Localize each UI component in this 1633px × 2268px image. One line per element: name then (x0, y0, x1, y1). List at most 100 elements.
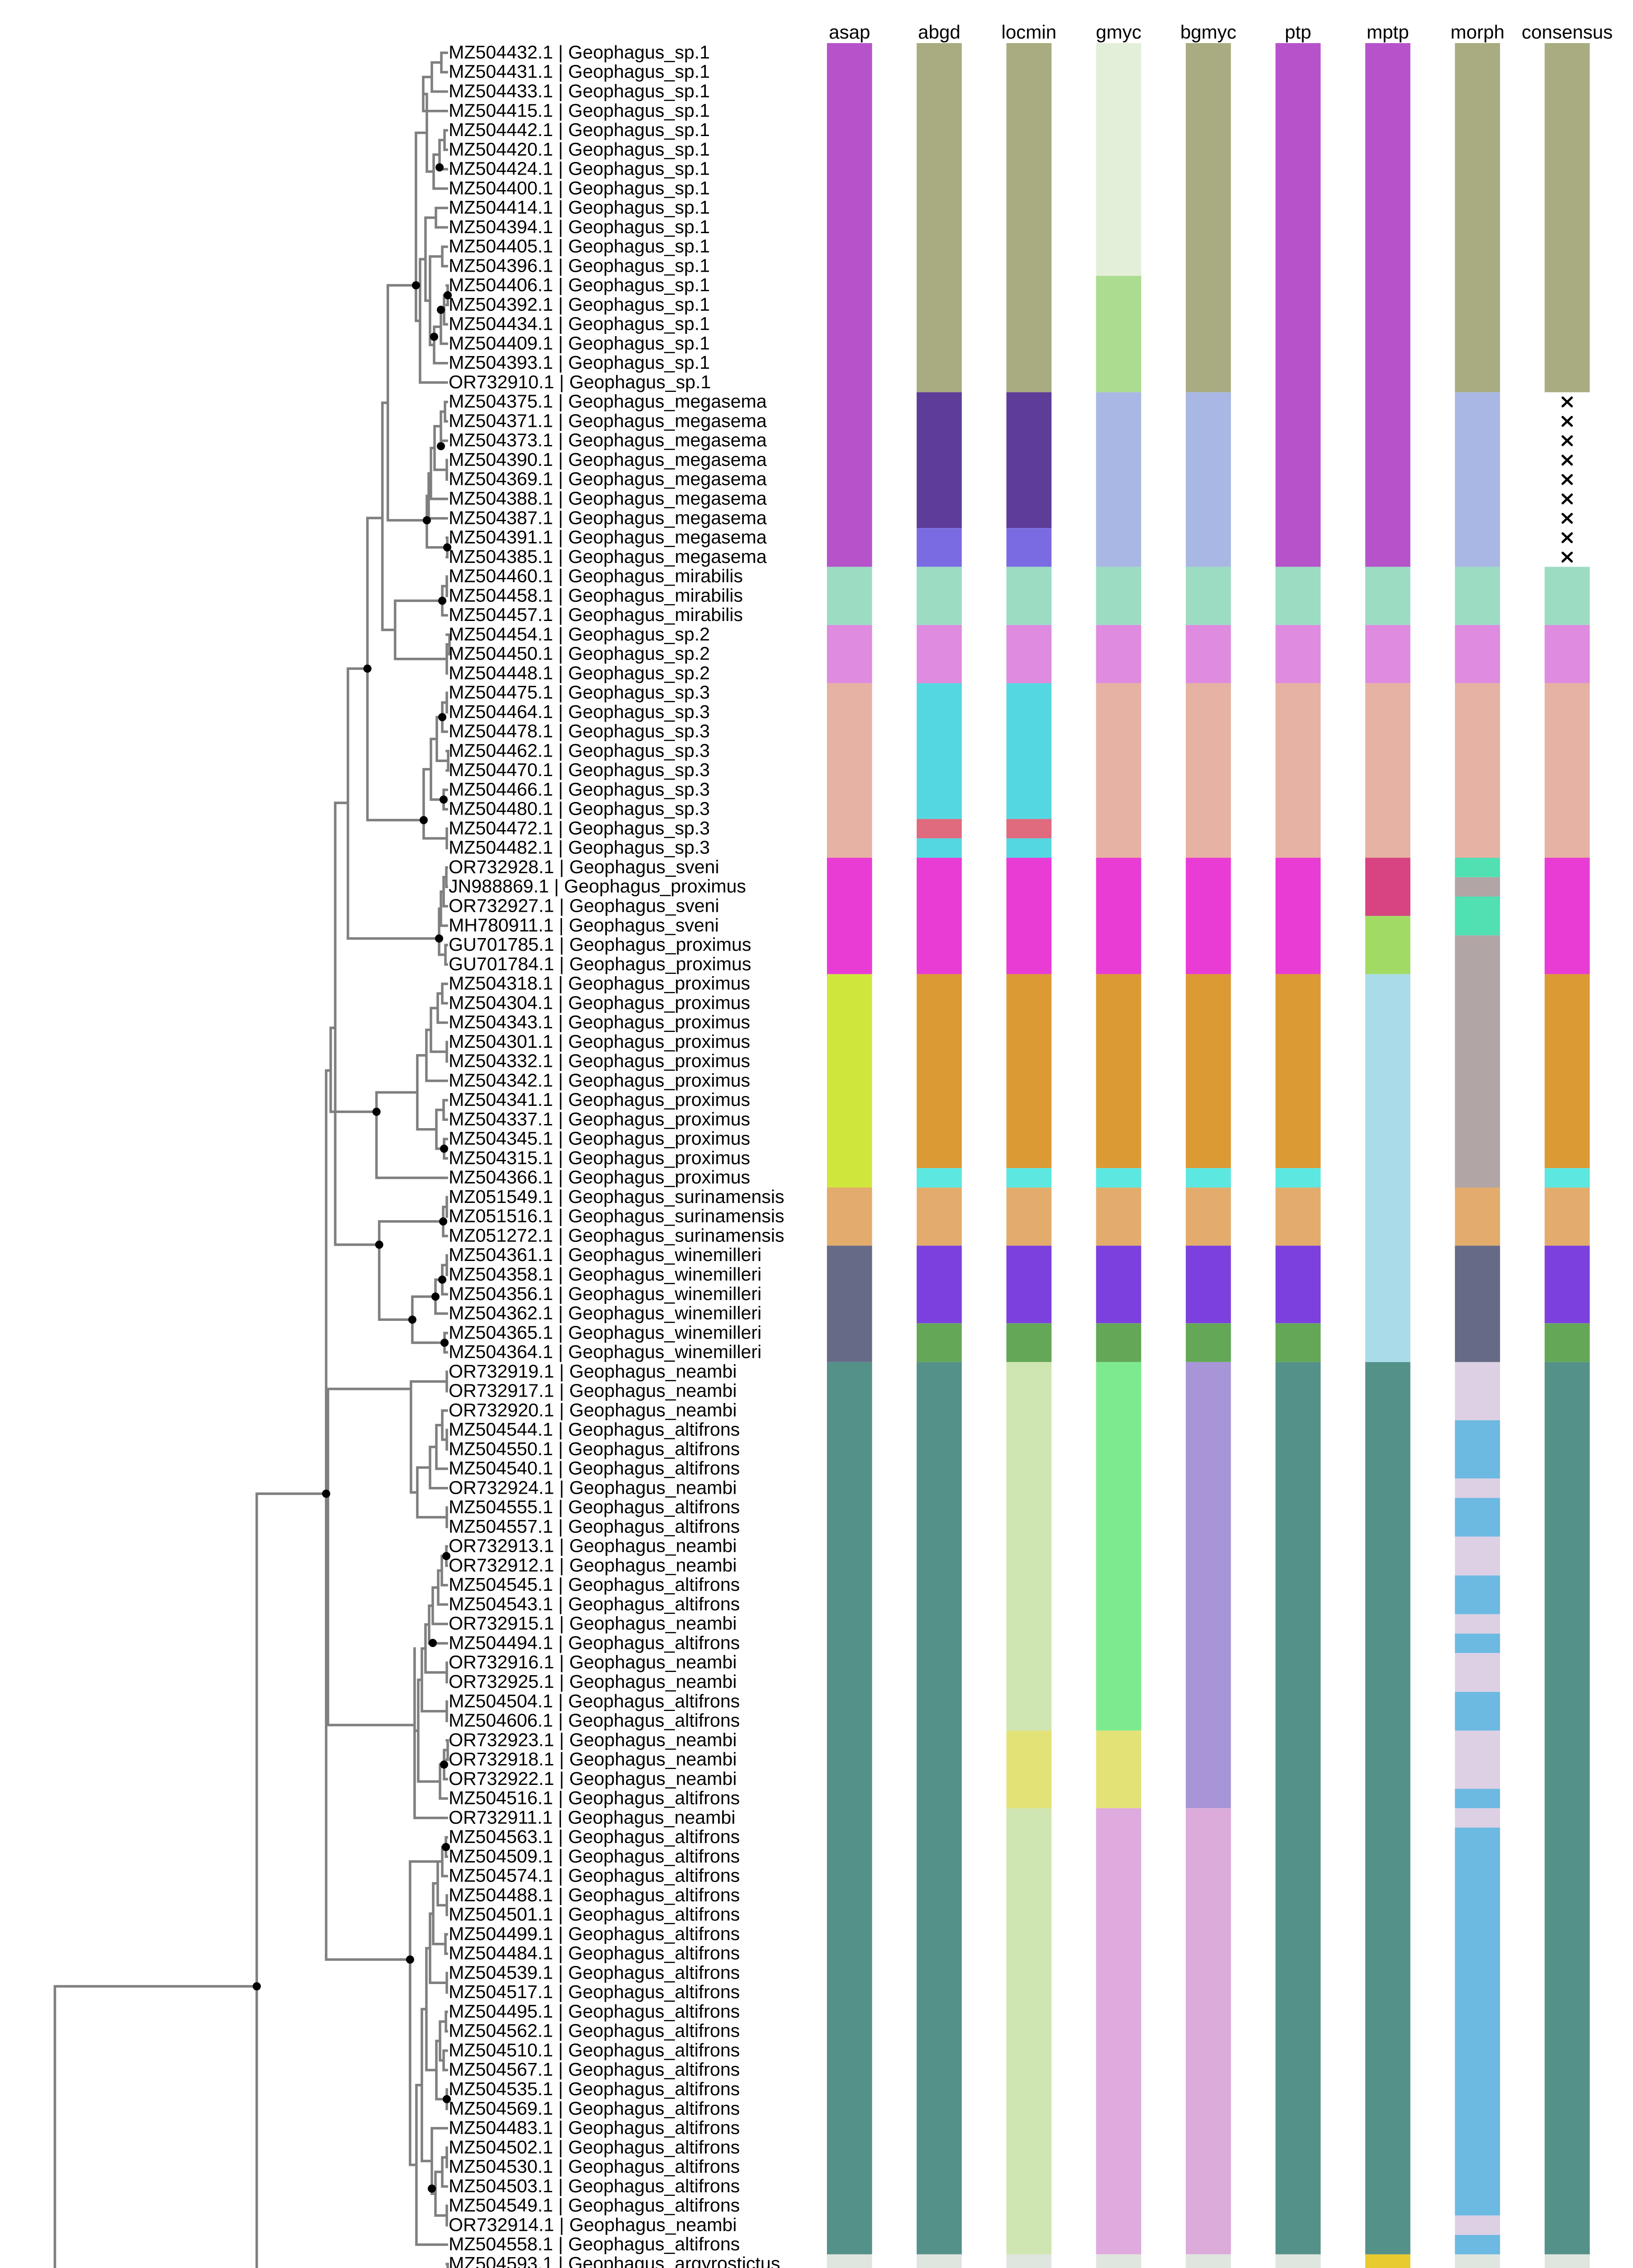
svg-text:OR732912.1 | Geophagus_neambi: OR732912.1 | Geophagus_neambi (449, 1554, 737, 1575)
svg-text:MZ504448.1 | Geophagus_sp.2: MZ504448.1 | Geophagus_sp.2 (449, 662, 710, 683)
svg-text:MZ504345.1 | Geophagus_proximu: MZ504345.1 | Geophagus_proximus (449, 1128, 750, 1149)
svg-text:MZ504405.1 | Geophagus_sp.1: MZ504405.1 | Geophagus_sp.1 (449, 236, 710, 257)
svg-text:MZ504409.1 | Geophagus_sp.1: MZ504409.1 | Geophagus_sp.1 (449, 332, 710, 353)
svg-text:MZ504394.1 | Geophagus_sp.1: MZ504394.1 | Geophagus_sp.1 (449, 216, 710, 237)
svg-text:MZ504434.1 | Geophagus_sp.1: MZ504434.1 | Geophagus_sp.1 (449, 313, 710, 334)
svg-text:MZ504396.1 | Geophagus_sp.1: MZ504396.1 | Geophagus_sp.1 (449, 255, 710, 276)
svg-text:MZ051549.1 | Geophagus_surinam: MZ051549.1 | Geophagus_surinamensis (449, 1186, 784, 1207)
svg-text:MZ504549.1 | Geophagus_altifro: MZ504549.1 | Geophagus_altifrons (449, 2195, 740, 2216)
svg-text:MZ504371.1 | Geophagus_megasem: MZ504371.1 | Geophagus_megasema (449, 411, 767, 431)
svg-text:MZ504458.1 | Geophagus_mirabil: MZ504458.1 | Geophagus_mirabilis (449, 585, 743, 606)
svg-text:locmin: locmin (1002, 21, 1056, 43)
svg-text:MZ504478.1 | Geophagus_sp.3: MZ504478.1 | Geophagus_sp.3 (449, 721, 710, 742)
svg-text:OR732927.1 | Geophagus_sveni: OR732927.1 | Geophagus_sveni (449, 895, 719, 916)
svg-text:MZ504543.1 | Geophagus_altifro: MZ504543.1 | Geophagus_altifrons (449, 1593, 740, 1614)
svg-text:MZ504393.1 | Geophagus_sp.1: MZ504393.1 | Geophagus_sp.1 (449, 352, 710, 373)
svg-text:MZ504550.1 | Geophagus_altifro: MZ504550.1 | Geophagus_altifrons (449, 1438, 740, 1459)
svg-text:MZ504563.1 | Geophagus_altifro: MZ504563.1 | Geophagus_altifrons (449, 1826, 740, 1847)
svg-text:MZ504362.1 | Geophagus_winemil: MZ504362.1 | Geophagus_winemilleri (449, 1303, 762, 1324)
svg-text:MZ504495.1 | Geophagus_altifro: MZ504495.1 | Geophagus_altifrons (449, 2001, 740, 2022)
svg-text:MZ504530.1 | Geophagus_altifro: MZ504530.1 | Geophagus_altifrons (449, 2156, 740, 2177)
svg-text:OR732920.1 | Geophagus_neambi: OR732920.1 | Geophagus_neambi (449, 1399, 737, 1420)
svg-text:MZ504482.1 | Geophagus_sp.3: MZ504482.1 | Geophagus_sp.3 (449, 837, 710, 858)
svg-text:MZ504562.1 | Geophagus_altifro: MZ504562.1 | Geophagus_altifrons (449, 2020, 740, 2041)
svg-text:MZ504509.1 | Geophagus_altifro: MZ504509.1 | Geophagus_altifrons (449, 1846, 740, 1867)
svg-text:OR732918.1 | Geophagus_neambi: OR732918.1 | Geophagus_neambi (449, 1749, 737, 1769)
svg-text:MZ504499.1 | Geophagus_altifro: MZ504499.1 | Geophagus_altifrons (449, 1923, 740, 1944)
svg-text:MZ504555.1 | Geophagus_altifro: MZ504555.1 | Geophagus_altifrons (449, 1496, 740, 1517)
svg-text:MZ504304.1 | Geophagus_proximu: MZ504304.1 | Geophagus_proximus (449, 992, 750, 1013)
svg-text:MZ504464.1 | Geophagus_sp.3: MZ504464.1 | Geophagus_sp.3 (449, 701, 710, 722)
svg-text:MZ504424.1 | Geophagus_sp.1: MZ504424.1 | Geophagus_sp.1 (449, 158, 710, 179)
svg-text:MZ051516.1 | Geophagus_surinam: MZ051516.1 | Geophagus_surinamensis (449, 1206, 784, 1227)
svg-text:MZ504488.1 | Geophagus_altifro: MZ504488.1 | Geophagus_altifrons (449, 1884, 740, 1905)
svg-text:MZ504433.1 | Geophagus_sp.1: MZ504433.1 | Geophagus_sp.1 (449, 81, 710, 102)
svg-text:MZ504315.1 | Geophagus_proximu: MZ504315.1 | Geophagus_proximus (449, 1147, 750, 1168)
svg-text:mptp: mptp (1367, 21, 1409, 43)
svg-text:MZ504391.1 | Geophagus_megasem: MZ504391.1 | Geophagus_megasema (449, 527, 767, 547)
svg-text:MZ504557.1 | Geophagus_altifro: MZ504557.1 | Geophagus_altifrons (449, 1516, 740, 1537)
svg-text:morph: morph (1451, 21, 1505, 43)
svg-text:MZ504558.1 | Geophagus_altifro: MZ504558.1 | Geophagus_altifrons (449, 2234, 740, 2254)
svg-text:MZ504337.1 | Geophagus_proximu: MZ504337.1 | Geophagus_proximus (449, 1109, 750, 1129)
svg-text:MZ504593.1 | Geophagus_argyros: MZ504593.1 | Geophagus_argyrostictus (449, 2253, 780, 2268)
svg-text:MZ504361.1 | Geophagus_winemil: MZ504361.1 | Geophagus_winemilleri (449, 1244, 762, 1265)
svg-text:OR732913.1 | Geophagus_neambi: OR732913.1 | Geophagus_neambi (449, 1535, 737, 1556)
svg-text:MZ504373.1 | Geophagus_megasem: MZ504373.1 | Geophagus_megasema (449, 430, 767, 450)
svg-text:OR732922.1 | Geophagus_neambi: OR732922.1 | Geophagus_neambi (449, 1768, 737, 1789)
svg-text:MH780911.1 | Geophagus_sveni: MH780911.1 | Geophagus_sveni (449, 914, 719, 935)
svg-text:MZ504535.1 | Geophagus_altifro: MZ504535.1 | Geophagus_altifrons (449, 2078, 740, 2099)
svg-text:OR732923.1 | Geophagus_neambi: OR732923.1 | Geophagus_neambi (449, 1729, 737, 1750)
svg-text:OR732910.1 | Geophagus_sp.1: OR732910.1 | Geophagus_sp.1 (449, 371, 711, 392)
svg-text:OR732924.1 | Geophagus_neambi: OR732924.1 | Geophagus_neambi (449, 1477, 737, 1498)
svg-text:abgd: abgd (918, 21, 960, 43)
svg-text:MZ504472.1 | Geophagus_sp.3: MZ504472.1 | Geophagus_sp.3 (449, 818, 710, 839)
svg-text:MZ504466.1 | Geophagus_sp.3: MZ504466.1 | Geophagus_sp.3 (449, 779, 710, 800)
svg-text:MZ504365.1 | Geophagus_winemil: MZ504365.1 | Geophagus_winemilleri (449, 1322, 762, 1343)
svg-text:MZ504415.1 | Geophagus_sp.1: MZ504415.1 | Geophagus_sp.1 (449, 100, 710, 121)
svg-text:GU701785.1 | Geophagus_proximu: GU701785.1 | Geophagus_proximus (449, 934, 751, 955)
svg-text:MZ504516.1 | Geophagus_altifro: MZ504516.1 | Geophagus_altifrons (449, 1788, 740, 1809)
svg-text:MZ504301.1 | Geophagus_proximu: MZ504301.1 | Geophagus_proximus (449, 1031, 750, 1052)
svg-text:MZ504420.1 | Geophagus_sp.1: MZ504420.1 | Geophagus_sp.1 (449, 139, 710, 160)
svg-text:OR732915.1 | Geophagus_neambi: OR732915.1 | Geophagus_neambi (449, 1613, 737, 1634)
svg-text:MZ504341.1 | Geophagus_proximu: MZ504341.1 | Geophagus_proximus (449, 1089, 750, 1110)
svg-text:MZ504606.1 | Geophagus_altifro: MZ504606.1 | Geophagus_altifrons (449, 1710, 740, 1731)
svg-text:bgmyc: bgmyc (1180, 21, 1237, 43)
svg-text:MZ504544.1 | Geophagus_altifro: MZ504544.1 | Geophagus_altifrons (449, 1419, 740, 1440)
svg-text:MZ504431.1 | Geophagus_sp.1: MZ504431.1 | Geophagus_sp.1 (449, 61, 710, 82)
svg-text:MZ504574.1 | Geophagus_altifro: MZ504574.1 | Geophagus_altifrons (449, 1865, 740, 1886)
svg-text:OR732916.1 | Geophagus_neambi: OR732916.1 | Geophagus_neambi (449, 1652, 737, 1672)
svg-text:MZ504406.1 | Geophagus_sp.1: MZ504406.1 | Geophagus_sp.1 (449, 274, 710, 295)
svg-text:MZ504414.1 | Geophagus_sp.1: MZ504414.1 | Geophagus_sp.1 (449, 197, 710, 218)
svg-text:MZ504342.1 | Geophagus_proximu: MZ504342.1 | Geophagus_proximus (449, 1070, 750, 1090)
svg-text:MZ504569.1 | Geophagus_altifro: MZ504569.1 | Geophagus_altifrons (449, 2098, 740, 2119)
svg-text:MZ504432.1 | Geophagus_sp.1: MZ504432.1 | Geophagus_sp.1 (449, 42, 710, 63)
svg-text:OR732911.1 | Geophagus_neambi: OR732911.1 | Geophagus_neambi (449, 1807, 735, 1828)
svg-text:MZ504457.1 | Geophagus_mirabil: MZ504457.1 | Geophagus_mirabilis (449, 604, 743, 625)
svg-text:MZ504480.1 | Geophagus_sp.3: MZ504480.1 | Geophagus_sp.3 (449, 798, 710, 819)
svg-text:MZ504366.1 | Geophagus_proximu: MZ504366.1 | Geophagus_proximus (449, 1167, 750, 1188)
svg-text:OR732914.1 | Geophagus_neambi: OR732914.1 | Geophagus_neambi (449, 2214, 737, 2235)
svg-text:MZ504392.1 | Geophagus_sp.1: MZ504392.1 | Geophagus_sp.1 (449, 294, 710, 315)
svg-text:asap: asap (829, 21, 870, 43)
svg-text:MZ504567.1 | Geophagus_altifro: MZ504567.1 | Geophagus_altifrons (449, 2059, 740, 2080)
svg-text:gmyc: gmyc (1096, 21, 1141, 43)
svg-text:MZ504343.1 | Geophagus_proximu: MZ504343.1 | Geophagus_proximus (449, 1012, 750, 1032)
svg-text:MZ504385.1 | Geophagus_megasem: MZ504385.1 | Geophagus_megasema (449, 546, 767, 567)
svg-text:MZ051272.1 | Geophagus_surinam: MZ051272.1 | Geophagus_surinamensis (449, 1225, 784, 1246)
svg-text:MZ504375.1 | Geophagus_megasem: MZ504375.1 | Geophagus_megasema (449, 391, 767, 412)
svg-text:MZ504462.1 | Geophagus_sp.3: MZ504462.1 | Geophagus_sp.3 (449, 740, 710, 761)
svg-text:MZ504369.1 | Geophagus_megasem: MZ504369.1 | Geophagus_megasema (449, 469, 767, 489)
svg-text:MZ504356.1 | Geophagus_winemil: MZ504356.1 | Geophagus_winemilleri (449, 1283, 762, 1304)
svg-text:MZ504484.1 | Geophagus_altifro: MZ504484.1 | Geophagus_altifrons (449, 1943, 740, 1964)
svg-text:OR732928.1 | Geophagus_sveni: OR732928.1 | Geophagus_sveni (449, 856, 719, 877)
svg-text:MZ504364.1 | Geophagus_winemil: MZ504364.1 | Geophagus_winemilleri (449, 1341, 762, 1362)
svg-text:JN988869.1 | Geophagus_proximu: JN988869.1 | Geophagus_proximus (449, 876, 746, 897)
svg-text:MZ504494.1 | Geophagus_altifro: MZ504494.1 | Geophagus_altifrons (449, 1633, 740, 1653)
svg-text:MZ504332.1 | Geophagus_proximu: MZ504332.1 | Geophagus_proximus (449, 1051, 750, 1071)
svg-text:MZ504502.1 | Geophagus_altifro: MZ504502.1 | Geophagus_altifrons (449, 2136, 740, 2157)
svg-text:MZ504470.1 | Geophagus_sp.3: MZ504470.1 | Geophagus_sp.3 (449, 759, 710, 780)
svg-text:MZ504454.1 | Geophagus_sp.2: MZ504454.1 | Geophagus_sp.2 (449, 624, 710, 645)
svg-text:MZ504318.1 | Geophagus_proximu: MZ504318.1 | Geophagus_proximus (449, 973, 750, 994)
